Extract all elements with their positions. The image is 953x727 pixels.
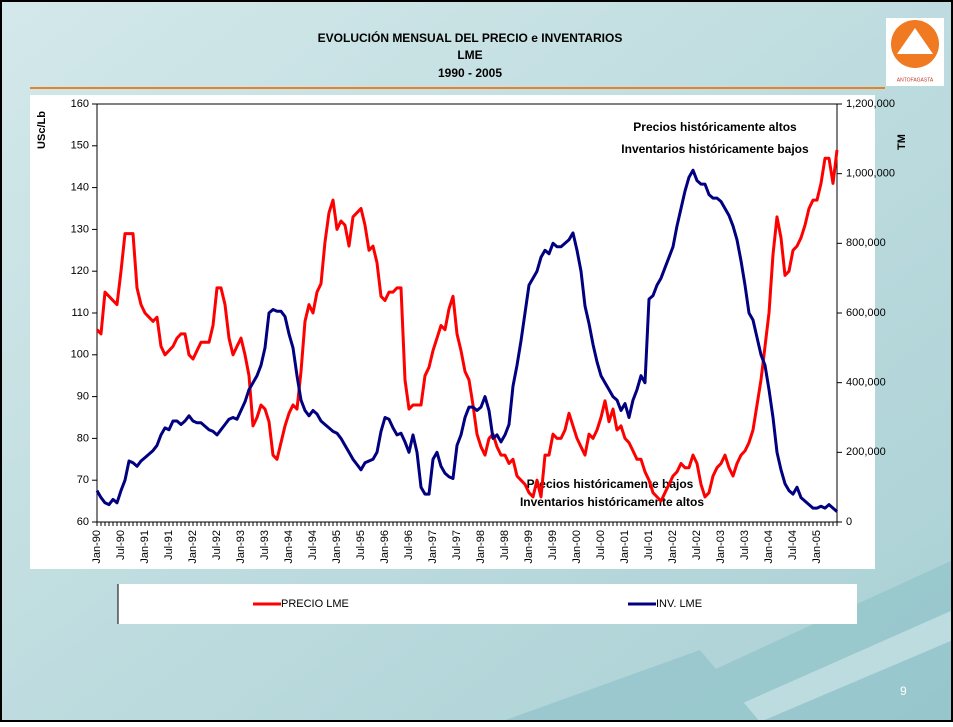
y-tick-label: 60 <box>77 516 89 528</box>
chart-subtitle: LME <box>457 48 482 62</box>
x-tick-label: Jul-99 <box>547 530 559 560</box>
x-tick-label: Jul-04 <box>787 530 799 560</box>
y2-tick-label: 1,000,000 <box>846 168 895 180</box>
x-tick-label: Jul-97 <box>451 530 463 560</box>
x-tick-label: Jan-90 <box>91 530 103 564</box>
y-tick-label: 150 <box>71 140 89 152</box>
logo: ANTOFAGASTA <box>886 18 944 86</box>
annotation: Precios históricamente altos <box>633 120 797 134</box>
y2-tick-label: 0 <box>846 516 852 528</box>
y2-tick-label: 800,000 <box>846 237 886 249</box>
x-tick-label: Jul-02 <box>691 530 703 560</box>
y-tick-label: 90 <box>77 391 89 403</box>
y2-axis-label: TM <box>896 134 908 150</box>
legend-label: INV. LME <box>656 598 702 610</box>
x-tick-label: Jan-92 <box>187 530 199 564</box>
x-tick-label: Jan-97 <box>427 530 439 564</box>
x-tick-label: Jan-91 <box>139 530 151 564</box>
annotation: Inventarios históricamente altos <box>520 495 704 509</box>
chart-period: 1990 - 2005 <box>438 66 502 80</box>
x-tick-label: Jan-98 <box>475 530 487 564</box>
x-tick-label: Jul-00 <box>595 530 607 560</box>
x-tick-label: Jul-92 <box>211 530 223 560</box>
y-tick-label: 110 <box>71 307 89 319</box>
x-tick-label: Jan-02 <box>667 530 679 564</box>
y2-tick-label: 400,000 <box>846 377 886 389</box>
x-tick-label: Jan-05 <box>811 530 823 564</box>
x-tick-label: Jan-99 <box>523 530 535 564</box>
x-tick-label: Jul-01 <box>643 530 655 560</box>
x-tick-label: Jan-03 <box>715 530 727 564</box>
x-tick-label: Jul-90 <box>115 530 127 560</box>
y-tick-label: 100 <box>71 349 89 361</box>
page-number: 9 <box>900 684 907 698</box>
y-tick-label: 140 <box>71 182 89 194</box>
y-tick-label: 70 <box>77 474 89 486</box>
x-tick-label: Jul-98 <box>499 530 511 560</box>
chart-title: EVOLUCIÓN MENSUAL DEL PRECIO e INVENTARI… <box>318 30 623 45</box>
logo-text: ANTOFAGASTA <box>897 77 934 83</box>
y2-tick-label: 200,000 <box>846 446 886 458</box>
x-tick-label: Jan-95 <box>331 530 343 564</box>
annotation: Inventarios históricamente bajos <box>621 142 809 156</box>
chart-area <box>30 95 875 569</box>
x-tick-label: Jan-01 <box>619 530 631 564</box>
y-tick-label: 130 <box>71 223 89 235</box>
x-tick-label: Jul-03 <box>739 530 751 560</box>
decoration <box>500 560 953 722</box>
series-line <box>95 168 838 513</box>
y-tick-label: 120 <box>71 265 89 277</box>
legend <box>118 584 857 624</box>
y-tick-label: 160 <box>71 98 89 110</box>
y-tick-label: 80 <box>77 432 89 444</box>
x-tick-label: Jan-93 <box>235 530 247 564</box>
x-tick-label: Jul-91 <box>163 530 175 560</box>
x-tick-label: Jul-96 <box>403 530 415 560</box>
x-tick-label: Jan-04 <box>763 530 775 564</box>
x-tick-label: Jan-96 <box>379 530 391 564</box>
x-tick-label: Jul-95 <box>355 530 367 560</box>
y2-tick-label: 600,000 <box>846 307 886 319</box>
x-tick-label: Jul-93 <box>259 530 271 560</box>
x-tick-label: Jul-94 <box>307 530 319 560</box>
series-line <box>95 149 839 503</box>
legend-label: PRECIO LME <box>281 598 349 610</box>
y-axis-label: USc/Lb <box>36 111 48 149</box>
x-tick-label: Jan-94 <box>283 530 295 564</box>
y2-tick-label: 1,200,000 <box>846 98 895 110</box>
x-tick-label: Jan-00 <box>571 530 583 564</box>
